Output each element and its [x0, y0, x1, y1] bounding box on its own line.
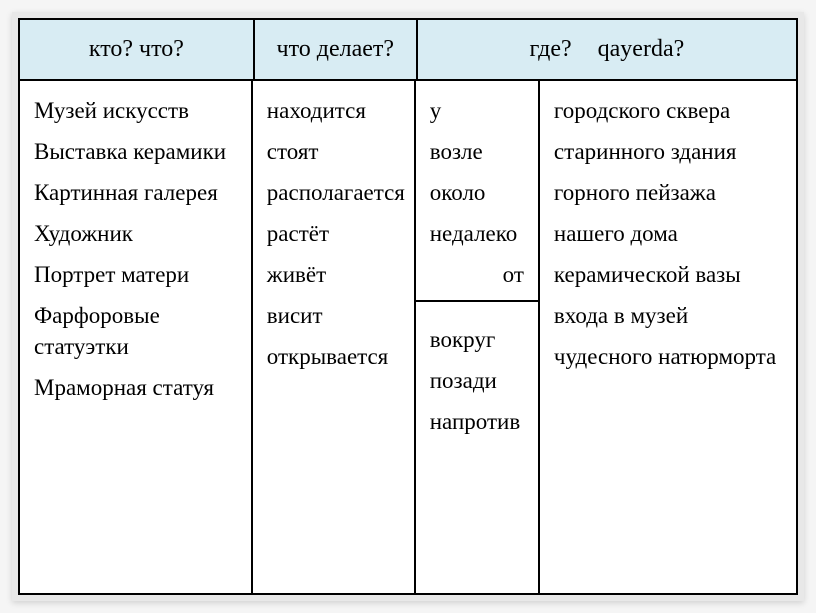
table: кто? что? что делает? где? qayerda? Музе…: [18, 18, 798, 595]
header-col2: что делает?: [253, 20, 416, 79]
col2-item: стоят: [267, 136, 400, 167]
column-3-lower: вокруг позади напротив: [416, 312, 538, 593]
column-3-upper: у возле около недалеко от: [416, 81, 538, 302]
col2-item: располагается: [267, 177, 400, 208]
header-col34: где? qayerda?: [416, 20, 796, 79]
header-col34-left: где?: [529, 36, 571, 63]
column-4: городского сквера старинного здания горн…: [540, 81, 796, 593]
col2-item: живёт: [267, 259, 400, 290]
col2-item: находится: [267, 95, 400, 126]
col2-item: висит: [267, 300, 400, 331]
col3-item: у: [430, 95, 524, 126]
col1-item: Портрет матери: [34, 259, 237, 290]
col1-item: Музей искусств: [34, 95, 237, 126]
table-header-row: кто? что? что делает? где? qayerda?: [20, 20, 796, 81]
col4-item: нашего дома: [554, 218, 782, 249]
column-1: Музей искусств Выставка керамики Картинн…: [20, 81, 253, 593]
col4-item: старинного здания: [554, 136, 782, 167]
col3-item: около: [430, 177, 524, 208]
column-3: у возле около недалеко от вокруг позади …: [416, 81, 540, 593]
header-col34-right: qayerda?: [598, 36, 685, 63]
header-col2-text: что делает?: [277, 36, 395, 63]
table-body-row: Музей искусств Выставка керамики Картинн…: [20, 81, 796, 593]
column-2: находится стоят располагается растёт жив…: [253, 81, 416, 593]
col3-item: вокруг: [430, 324, 524, 355]
col4-item: чудесного натюрморта: [554, 341, 782, 372]
col1-item: Фарфоровые статуэтки: [34, 300, 237, 362]
col4-item: горного пейзажа: [554, 177, 782, 208]
col3-item: напротив: [430, 406, 524, 437]
col3-item: позади: [430, 365, 524, 396]
header-col1-text: кто? что?: [89, 36, 184, 63]
col1-item: Художник: [34, 218, 237, 249]
outer-frame: кто? что? что делает? где? qayerda? Музе…: [12, 12, 804, 601]
col3-item: от: [430, 259, 524, 290]
col3-item: недалеко: [430, 218, 524, 249]
col1-item: Выставка керамики: [34, 136, 237, 167]
col4-item: входа в музей: [554, 300, 782, 331]
col3-item: возле: [430, 136, 524, 167]
col2-item: открывается: [267, 341, 400, 372]
col4-item: городского сквера: [554, 95, 782, 126]
col4-item: керамической вазы: [554, 259, 782, 290]
header-col1: кто? что?: [20, 20, 253, 79]
col1-item: Картинная галерея: [34, 177, 237, 208]
col1-item: Мраморная статуя: [34, 372, 237, 403]
col2-item: растёт: [267, 218, 400, 249]
